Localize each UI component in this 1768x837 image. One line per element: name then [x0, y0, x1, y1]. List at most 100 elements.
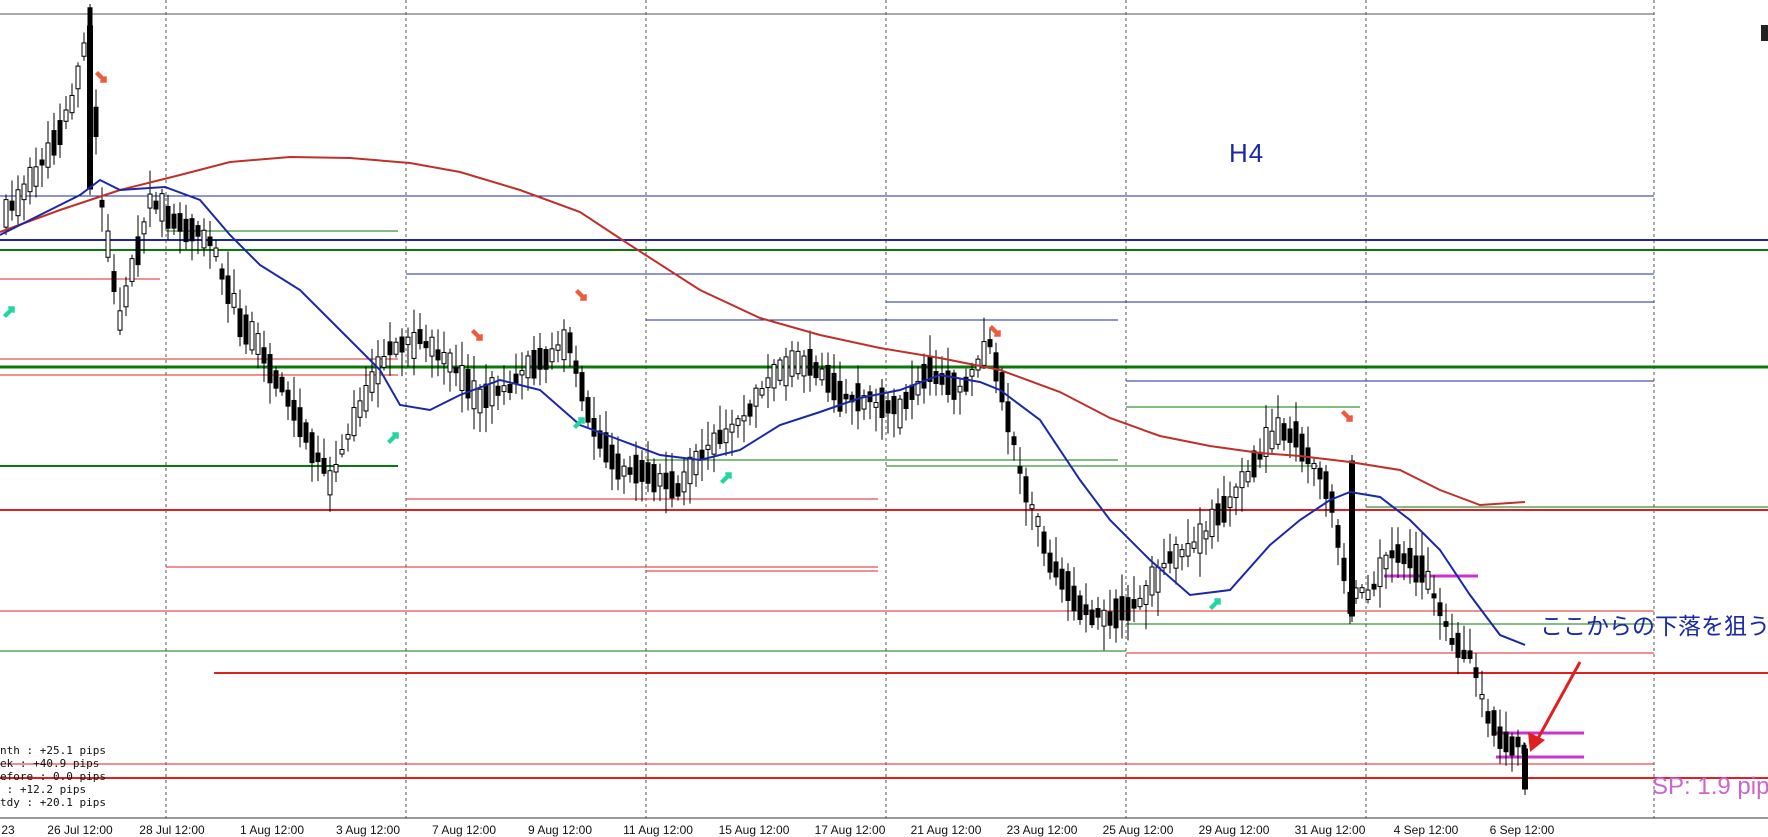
- slow-moving-average: [0, 155, 1526, 507]
- candle-body: [1185, 543, 1191, 557]
- candle-body: [33, 166, 39, 187]
- candle-body: [219, 268, 225, 280]
- candle-body: [723, 428, 729, 444]
- candle-body: [1455, 632, 1461, 658]
- candle-body: [1113, 598, 1119, 629]
- candle-body: [633, 454, 639, 484]
- candle-body: [273, 370, 279, 389]
- candle-body: [489, 377, 495, 407]
- candle-body: [1305, 447, 1311, 465]
- x-tick-label: 7 Aug 12:00: [431, 823, 497, 837]
- candle-body: [663, 472, 669, 490]
- candle-body: [741, 415, 747, 422]
- candle-body: [1479, 694, 1485, 700]
- candle-body: [573, 360, 579, 374]
- candle-body: [45, 142, 51, 168]
- candle-body: [897, 398, 903, 429]
- candle-body: [1437, 602, 1443, 617]
- candle-body: [801, 355, 807, 377]
- candle-body: [789, 350, 795, 377]
- candle-body: [1047, 552, 1053, 573]
- candle-body: [225, 275, 231, 304]
- candle-body: [561, 329, 567, 361]
- candle-body: [117, 310, 123, 331]
- candle-body: [1281, 423, 1287, 441]
- candle-body: [1089, 609, 1095, 626]
- candle-body: [165, 205, 171, 229]
- candle-body: [441, 351, 447, 365]
- candle-body: [189, 218, 195, 242]
- candle-body: [735, 418, 741, 426]
- timeframe-label: H4: [1229, 138, 1265, 168]
- candle-body: [621, 465, 627, 477]
- candle-body: [1329, 491, 1335, 513]
- candle-body: [885, 400, 891, 414]
- candle-body: [1383, 554, 1389, 570]
- candle-body: [405, 336, 411, 346]
- buy-arrow-icon: [386, 432, 399, 445]
- candle-body: [387, 341, 393, 356]
- stat-row: : +12.2 pips: [6, 783, 87, 796]
- candle-body: [777, 359, 783, 381]
- candle-body: [1191, 541, 1197, 549]
- candle-body: [183, 218, 189, 243]
- candle-body: [1461, 649, 1467, 659]
- candle-body: [861, 395, 867, 410]
- candle-body: [591, 418, 597, 437]
- candle-body: [153, 200, 159, 210]
- candle-body: [531, 349, 537, 379]
- candle-body: [507, 384, 513, 394]
- candle-body: [615, 453, 621, 480]
- candle-body: [1179, 549, 1185, 558]
- candle-body: [129, 258, 135, 282]
- candle-body: [1269, 430, 1275, 450]
- candle-body: [1503, 731, 1509, 753]
- candle-body: [1365, 589, 1371, 600]
- candle-body: [915, 380, 921, 396]
- candle-body: [1497, 726, 1503, 749]
- candle-body: [27, 166, 33, 193]
- candle-body: [1395, 544, 1401, 563]
- candle-body: [651, 464, 657, 493]
- candle-body: [9, 200, 15, 211]
- candle-body: [447, 352, 453, 373]
- candle-body: [1029, 504, 1035, 510]
- candle-body: [471, 380, 477, 410]
- candle-body: [423, 341, 429, 349]
- candle-body: [585, 397, 591, 423]
- candle-body: [81, 42, 87, 57]
- candle-body: [681, 471, 687, 493]
- candle-body: [555, 344, 561, 351]
- candle-body: [1419, 555, 1425, 583]
- candle-body: [1155, 566, 1161, 593]
- candle-body: [453, 366, 459, 374]
- candle-body: [477, 388, 483, 414]
- candle-body: [747, 403, 753, 417]
- candle-body: [123, 285, 129, 308]
- candle-body: [1215, 503, 1221, 526]
- candle-body: [843, 393, 849, 400]
- candle-body: [711, 432, 717, 455]
- candle-body: [171, 213, 177, 229]
- candle-body: [963, 376, 969, 392]
- candle-body: [429, 336, 435, 357]
- x-tick-label: 29 Aug 12:00: [1198, 823, 1270, 837]
- x-tick-label: 3 Aug 12:00: [335, 823, 401, 837]
- candle-body: [483, 383, 489, 409]
- candle-body: [567, 332, 573, 354]
- x-tick-label: 26 Jul 12:00: [47, 823, 113, 837]
- x-tick-label: 9 Aug 12:00: [527, 823, 593, 837]
- candle-body: [1005, 401, 1011, 433]
- x-tick-label: 21 Aug 12:00: [910, 823, 982, 837]
- candle-body: [1245, 470, 1251, 483]
- corner-marker: [1761, 25, 1768, 41]
- candle-body: [951, 372, 957, 400]
- candle-body: [363, 385, 369, 412]
- candle-body: [1275, 417, 1281, 445]
- x-tick-label: 1 Aug 12:00: [239, 823, 305, 837]
- candle-body: [57, 120, 63, 146]
- candle-body: [1335, 525, 1341, 548]
- signal-arrows: [2, 70, 1582, 752]
- candle-body: [309, 432, 315, 464]
